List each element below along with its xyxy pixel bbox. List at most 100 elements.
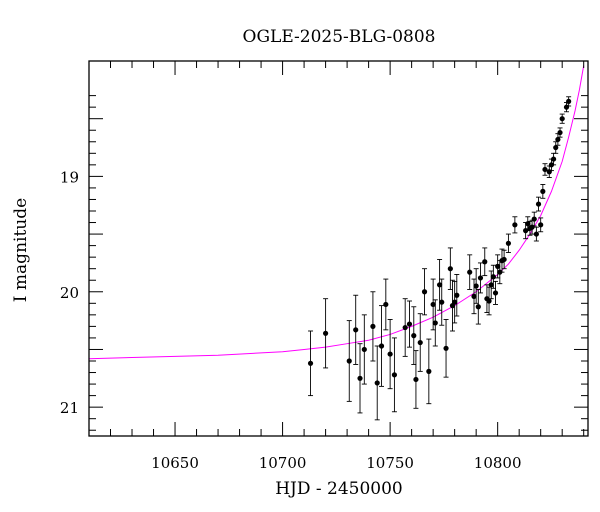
data-point <box>454 292 460 298</box>
data-point-group <box>387 319 393 390</box>
data-point <box>413 376 419 383</box>
data-point-group <box>447 247 453 290</box>
y-tick-label: 19 <box>60 168 79 186</box>
data-point <box>540 188 546 194</box>
data-point-group <box>307 330 314 397</box>
data-point <box>553 144 559 151</box>
data-point-group <box>538 217 544 233</box>
data-point <box>566 98 572 104</box>
data-point-group <box>490 264 496 289</box>
data-point <box>482 259 488 265</box>
data-point <box>475 304 481 310</box>
data-point <box>383 301 389 308</box>
data-point-group <box>391 337 398 413</box>
data-point <box>426 368 432 374</box>
data-point <box>488 282 494 288</box>
data-point <box>406 321 413 327</box>
data-point <box>467 269 473 275</box>
data-point-group <box>374 345 380 421</box>
data-point <box>452 299 458 305</box>
data-point-group <box>413 350 419 409</box>
data-point <box>436 282 443 288</box>
data-point <box>417 339 423 346</box>
y-axis-label: I magnitude <box>11 198 31 302</box>
y-tick-label: 21 <box>60 399 79 417</box>
data-point <box>432 320 438 326</box>
data-point-group <box>557 127 563 138</box>
data-point-group <box>501 249 507 270</box>
y-tick-label: 20 <box>60 284 79 302</box>
data-point <box>486 298 492 304</box>
data-point <box>525 221 531 227</box>
data-point <box>353 327 359 333</box>
plot-area: 10650 10700 10750 10800 19 20 21 <box>60 60 589 472</box>
x-tick-label: 10750 <box>366 454 414 472</box>
data-point-group <box>417 313 423 372</box>
data-point-group <box>482 247 488 277</box>
data-point-group <box>357 343 363 414</box>
data-point-group <box>432 299 438 347</box>
data-point-group <box>454 274 460 317</box>
data-point <box>387 351 393 357</box>
x-tick-label: 10800 <box>474 454 522 472</box>
data-point-group <box>475 289 481 325</box>
data-point <box>322 330 329 336</box>
data-point <box>559 116 565 122</box>
data-point-group <box>467 254 473 290</box>
data-point-group <box>361 314 367 385</box>
data-point-group <box>353 294 359 365</box>
data-point-group <box>411 306 417 365</box>
data-point <box>490 274 496 280</box>
data-point <box>402 324 408 331</box>
data-point-group <box>421 268 428 316</box>
data-point-group <box>512 216 518 234</box>
data-point <box>430 301 436 308</box>
data-point-group <box>533 226 539 242</box>
data-point <box>477 275 484 281</box>
data-point <box>501 256 507 263</box>
data-point <box>391 372 398 378</box>
data-point <box>555 136 561 143</box>
data-point-group <box>346 320 352 402</box>
data-point <box>447 266 453 272</box>
data-point <box>535 201 542 207</box>
data-point-group <box>535 196 542 212</box>
data-point-group <box>540 184 546 199</box>
data-point <box>307 360 314 366</box>
data-point <box>557 129 563 136</box>
data-point-group <box>378 305 385 387</box>
data-point-group <box>553 141 559 154</box>
data-point <box>374 380 380 386</box>
data-point <box>346 358 352 364</box>
data-point <box>370 323 376 329</box>
data-point <box>378 343 385 349</box>
data-point-group <box>486 286 492 316</box>
data-point-group <box>406 300 413 348</box>
data-point <box>542 166 548 173</box>
data-point-group <box>383 278 389 331</box>
data-point-group <box>495 254 501 279</box>
x-tick-label: 10700 <box>259 454 307 472</box>
chart-title: OGLE-2025-BLG-0808 <box>243 27 436 47</box>
data-point <box>550 156 557 162</box>
data-point-group <box>505 233 512 253</box>
data-point <box>533 231 539 237</box>
data-point <box>471 293 477 299</box>
data-point-group <box>439 278 445 326</box>
data-point <box>473 283 479 289</box>
x-tick-label: 10650 <box>151 454 199 472</box>
data-point-group <box>477 262 484 294</box>
data-point <box>538 222 544 228</box>
data-point-group <box>430 278 436 331</box>
data-point-group <box>542 163 548 176</box>
plot-frame <box>88 60 589 437</box>
data-point <box>531 216 537 222</box>
data-point <box>505 240 512 246</box>
data-point <box>495 263 501 269</box>
data-point-group <box>492 280 499 305</box>
data-point <box>443 345 449 351</box>
data-point-group <box>566 96 572 107</box>
data-point-group <box>473 268 479 304</box>
data-point <box>357 375 363 381</box>
